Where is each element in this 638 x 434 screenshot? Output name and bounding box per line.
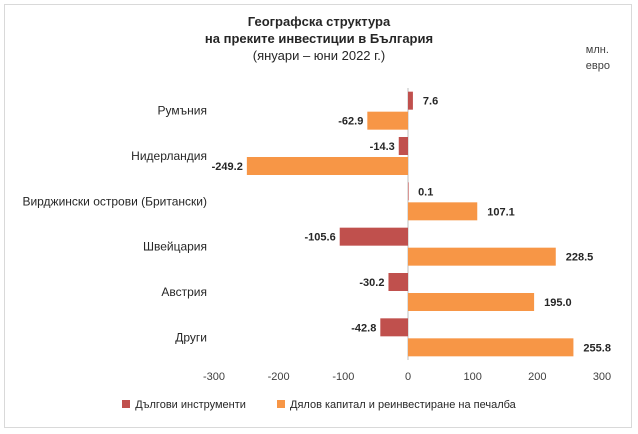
bar-debt <box>398 137 408 155</box>
chart-title: Географска структура <box>247 14 391 29</box>
x-tick-label: -200 <box>268 371 290 383</box>
data-label: -105.6 <box>305 232 336 244</box>
data-label: 7.6 <box>423 96 438 108</box>
data-label: -14.3 <box>370 141 395 153</box>
chart-subtitle: на преките инвестиции в България <box>204 31 434 46</box>
bar-debt <box>408 91 413 110</box>
legend-swatch-equity <box>277 400 285 408</box>
bar-equity <box>408 338 574 357</box>
data-label: -249.2 <box>212 161 243 173</box>
legend-label-equity: Дялов капитал и реинвестиране на печалба <box>290 399 516 411</box>
x-tick-label: -300 <box>203 371 225 383</box>
bar-equity <box>246 157 408 175</box>
x-tick-label: 300 <box>593 371 611 383</box>
category-label: Нидерландия <box>131 149 207 163</box>
legend: Дългови инструменти Дялов капитал и реин… <box>0 399 638 411</box>
data-label: -30.2 <box>359 277 384 289</box>
legend-label-debt: Дългови инструменти <box>135 399 246 411</box>
unit-line-1: млн. <box>585 44 609 56</box>
x-tick-label: -100 <box>332 371 354 383</box>
legend-item-debt: Дългови инструменти <box>122 399 246 411</box>
category-label: Други <box>175 330 207 344</box>
bar-equity <box>408 247 556 266</box>
x-tick-label: 100 <box>463 371 481 383</box>
bar-equity <box>408 293 535 311</box>
x-tick-label: 0 <box>405 371 411 383</box>
chart-frame <box>4 4 632 428</box>
unit-label: млн. евро <box>586 42 610 74</box>
bar-equity <box>408 202 478 221</box>
bar-debt <box>408 182 409 201</box>
bar-debt <box>339 227 408 246</box>
legend-swatch-debt <box>122 400 131 408</box>
data-label: 107.1 <box>487 206 515 218</box>
data-label: -42.8 <box>351 322 376 334</box>
chart-period: (януари – юни 2022 г.) <box>252 48 386 63</box>
legend-item-equity: Дялов капитал и реинвестиране на печалба <box>277 399 516 411</box>
data-label: 228.5 <box>566 252 594 264</box>
x-tick-label: 200 <box>528 371 546 383</box>
data-label: 195.0 <box>544 297 572 309</box>
bar-debt <box>388 273 408 291</box>
data-label: 0.1 <box>418 186 433 198</box>
unit-line-2: евро <box>585 60 610 72</box>
category-label: Австрия <box>161 285 207 299</box>
data-label: -62.9 <box>338 116 363 128</box>
category-label: Румъния <box>158 104 207 118</box>
category-label: Швейцария <box>143 240 207 254</box>
bar-debt <box>380 318 408 337</box>
data-label: 255.8 <box>583 342 611 354</box>
category-label: Вирджински острови (Британски) <box>22 194 207 208</box>
bar-equity <box>367 111 408 130</box>
